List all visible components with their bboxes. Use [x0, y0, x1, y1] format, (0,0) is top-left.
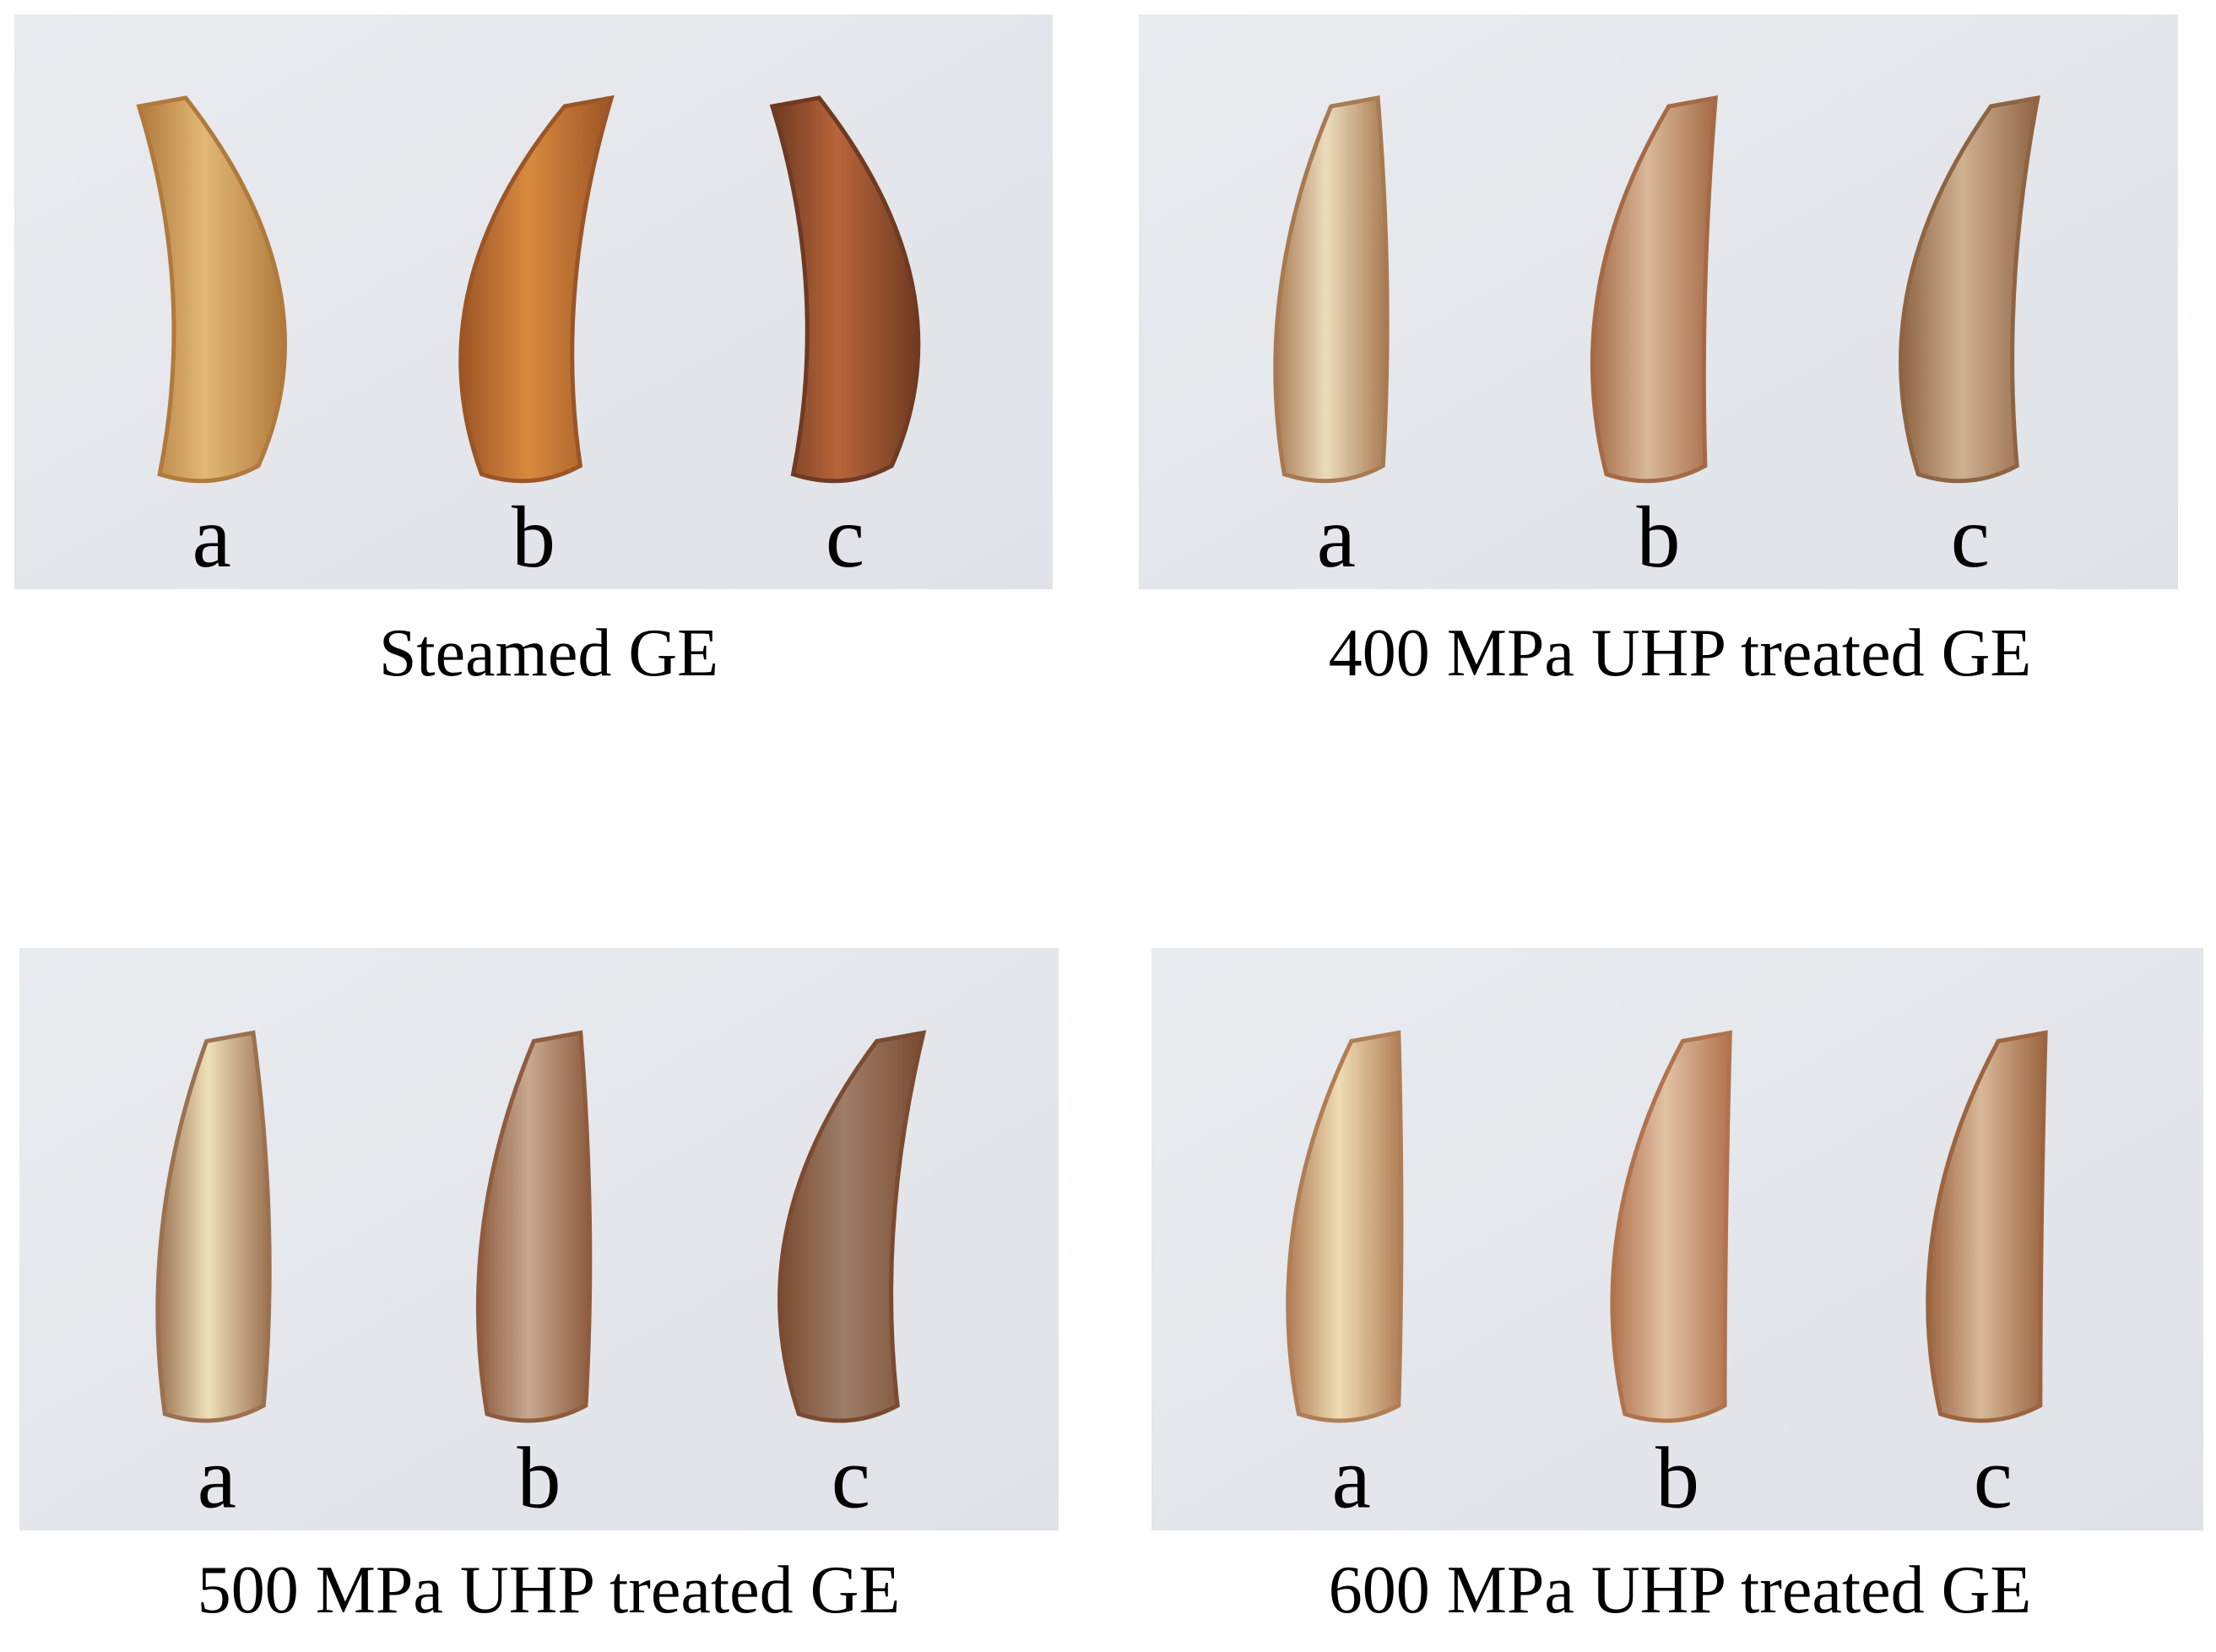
- ginseng-slice: [1899, 95, 2040, 484]
- ginseng-slice: [136, 95, 287, 484]
- sample-label: a: [1317, 489, 1356, 586]
- ginseng-slice: [1273, 95, 1390, 484]
- sample-label: b: [1637, 489, 1681, 586]
- ginseng-slice: [1286, 1030, 1404, 1423]
- sample-label: a: [198, 1429, 236, 1526]
- photo-panel: a b c 400 MPa UHP treated GE: [1139, 14, 2178, 691]
- ginseng-slice: [1926, 1030, 2048, 1423]
- sample-label: b: [512, 489, 555, 586]
- panel-caption: Steamed GE: [379, 616, 718, 691]
- sample-label: c: [1974, 1429, 2013, 1526]
- photo-panel: a b c 600 MPa UHP treated GE: [1151, 948, 2203, 1628]
- ginseng-slice: [1610, 1030, 1732, 1423]
- panel-caption: 400 MPa UHP treated GE: [1329, 616, 2031, 691]
- sample-label: c: [1951, 489, 1990, 586]
- photo-panel: a b c Steamed GE: [14, 14, 1053, 691]
- sample-label: c: [832, 1429, 870, 1526]
- ginseng-slice: [458, 95, 615, 484]
- sample-label: a: [1332, 1429, 1371, 1526]
- sample-label: a: [192, 489, 231, 586]
- sample-label: b: [1655, 1429, 1699, 1526]
- photo-panel: a b c 500 MPa UHP treated GE: [19, 948, 1059, 1628]
- sample-label: b: [517, 1429, 561, 1526]
- ginseng-slice: [475, 1030, 593, 1423]
- ginseng-slice: [1590, 95, 1718, 484]
- ginseng-slice: [155, 1030, 272, 1423]
- ginseng-slice: [769, 95, 921, 484]
- panel-caption: 600 MPa UHP treated GE: [1329, 1553, 2031, 1628]
- sample-label: c: [826, 489, 864, 586]
- ginseng-slice: [777, 1030, 927, 1423]
- panel-caption: 500 MPa UHP treated GE: [198, 1553, 900, 1628]
